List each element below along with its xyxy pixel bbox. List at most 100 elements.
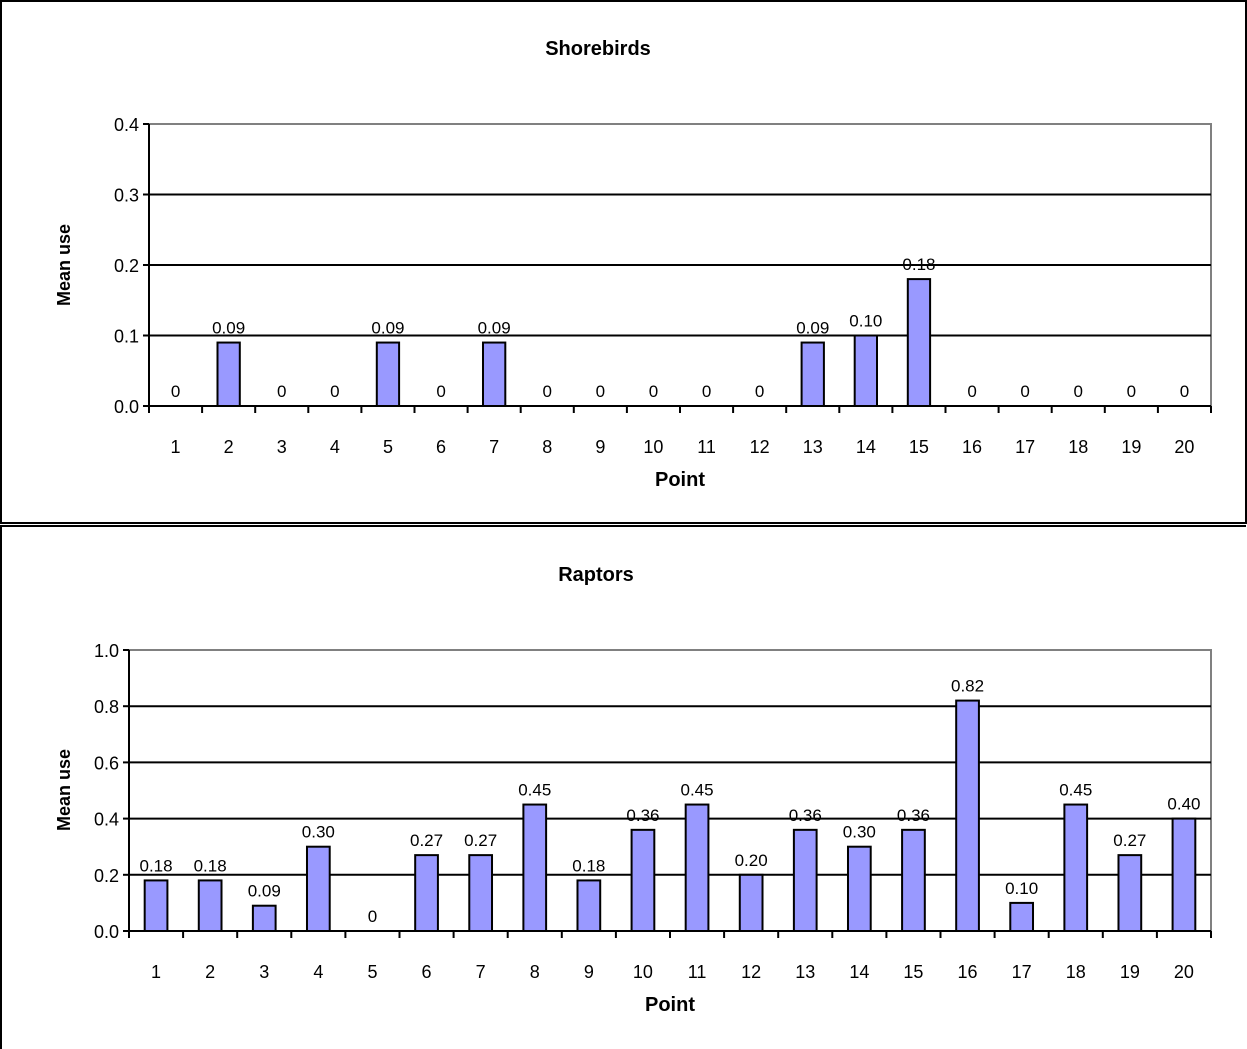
- bar: [955, 699, 980, 932]
- y-tick-label: 0.1: [114, 327, 139, 347]
- x-tick-label: 19: [1120, 962, 1140, 982]
- data-label: 0: [277, 382, 286, 401]
- raptors-chart-panel: Raptors Point Mean use 0.0 0.2 0.4 0.6 0.8 1.…: [0, 525, 1247, 1049]
- x-tick-label: 13: [795, 962, 815, 982]
- x-tick-label: 19: [1121, 437, 1141, 457]
- bar: [197, 879, 223, 933]
- data-label: 0: [649, 382, 658, 401]
- x-tick-label: 14: [856, 437, 876, 457]
- x-tick-label: 1: [151, 962, 161, 982]
- x-tick-label: 12: [750, 437, 770, 457]
- data-label: 0: [330, 382, 339, 401]
- y-tick-label: 0.2: [114, 256, 139, 276]
- x-tick-label: 5: [383, 437, 393, 457]
- bar: [738, 873, 764, 932]
- chart-frame: [0, 0, 1247, 524]
- data-label: 0.09: [796, 319, 829, 338]
- bar: [1117, 854, 1143, 933]
- x-tick-label: 16: [958, 962, 978, 982]
- data-label: 0.10: [849, 312, 882, 331]
- bar: [792, 828, 818, 932]
- data-label: 0.09: [248, 882, 281, 901]
- bar: [800, 341, 825, 407]
- data-label: 0: [702, 382, 711, 401]
- y-tick-label: 0.4: [114, 115, 139, 135]
- x-tick-label: 11: [697, 437, 716, 457]
- x-tick-label: 5: [367, 962, 377, 982]
- data-label: 0.45: [1059, 781, 1092, 800]
- shorebirds-chart: Shorebirds Point Mean use 0.0 0.1 0.2 0.3 0.…: [0, 0, 1247, 524]
- x-tick-label: 7: [489, 437, 499, 457]
- data-label: 0.18: [194, 856, 227, 875]
- chart-frame: [0, 525, 1246, 1049]
- data-label: 0.36: [626, 806, 659, 825]
- data-label: 0.27: [1113, 831, 1146, 850]
- data-label: 0.09: [478, 319, 511, 338]
- chart-title: Raptors: [558, 564, 634, 586]
- x-tick-label: 17: [1015, 437, 1035, 457]
- x-tick-label: 15: [903, 962, 923, 982]
- x-tick-label: 14: [849, 962, 869, 982]
- bar: [1171, 817, 1197, 933]
- bar: [216, 341, 241, 407]
- x-tick-label: 9: [595, 437, 605, 457]
- data-label: 0.45: [681, 781, 714, 800]
- chart-title: Shorebirds: [545, 38, 651, 60]
- bar: [1063, 803, 1089, 932]
- data-label: 0.18: [902, 255, 935, 274]
- x-tick-label: 20: [1174, 962, 1194, 982]
- bar: [305, 845, 331, 933]
- y-tick-label: 0.8: [94, 697, 119, 717]
- y-tick-label: 0.0: [94, 922, 119, 942]
- bar: [630, 828, 656, 932]
- data-label: 0.30: [302, 823, 335, 842]
- x-tick-label: 2: [224, 437, 234, 457]
- data-label: 0.36: [897, 806, 930, 825]
- x-tick-label: 20: [1174, 437, 1194, 457]
- y-tick-label: 0.0: [114, 397, 139, 417]
- x-tick-label: 6: [422, 962, 432, 982]
- data-label: 0: [368, 907, 377, 926]
- data-label: 0.27: [464, 831, 497, 850]
- data-label: 0.18: [140, 856, 173, 875]
- x-tick-label: 16: [962, 437, 982, 457]
- x-tick-label: 3: [259, 962, 269, 982]
- data-label: 0: [543, 382, 552, 401]
- x-tick-label: 7: [476, 962, 486, 982]
- data-label: 0: [596, 382, 605, 401]
- x-axis-label: Point: [645, 994, 695, 1016]
- y-tick-label: 0.2: [94, 866, 119, 886]
- bar: [576, 879, 602, 933]
- bar: [846, 845, 872, 933]
- x-tick-label: 10: [643, 437, 663, 457]
- raptors-chart: Raptors Point Mean use 0.0 0.2 0.4 0.6 0.8 1.…: [0, 525, 1246, 1049]
- x-tick-label: 8: [542, 437, 552, 457]
- bar: [522, 803, 548, 932]
- y-tick-label: 1.0: [94, 641, 119, 661]
- x-tick-label: 1: [171, 437, 181, 457]
- x-tick-label: 4: [330, 437, 340, 457]
- bar: [481, 341, 507, 407]
- bar: [468, 854, 494, 933]
- data-label: 0.18: [572, 856, 605, 875]
- bar: [251, 904, 277, 932]
- x-tick-label: 12: [741, 962, 761, 982]
- plot-border: [149, 123, 1212, 406]
- data-label: 0.20: [735, 851, 768, 870]
- y-tick-label: 0.3: [114, 186, 139, 206]
- bar: [375, 341, 401, 407]
- data-label: 0: [171, 382, 180, 401]
- data-label: 0.40: [1167, 795, 1200, 814]
- data-label: 0: [1127, 382, 1136, 401]
- x-tick-label: 4: [313, 962, 323, 982]
- bar: [853, 334, 879, 407]
- shorebirds-chart-panel: Shorebirds Point Mean use 0.0 0.1 0.2 0.3 0.…: [0, 0, 1247, 525]
- data-label: 0.36: [789, 806, 822, 825]
- x-tick-label: 2: [205, 962, 215, 982]
- x-tick-label: 15: [909, 437, 929, 457]
- bar: [684, 803, 710, 932]
- x-tick-label: 9: [584, 962, 594, 982]
- plot-border: [129, 649, 1212, 931]
- x-tick-label: 18: [1068, 437, 1088, 457]
- data-label: 0.82: [951, 677, 984, 696]
